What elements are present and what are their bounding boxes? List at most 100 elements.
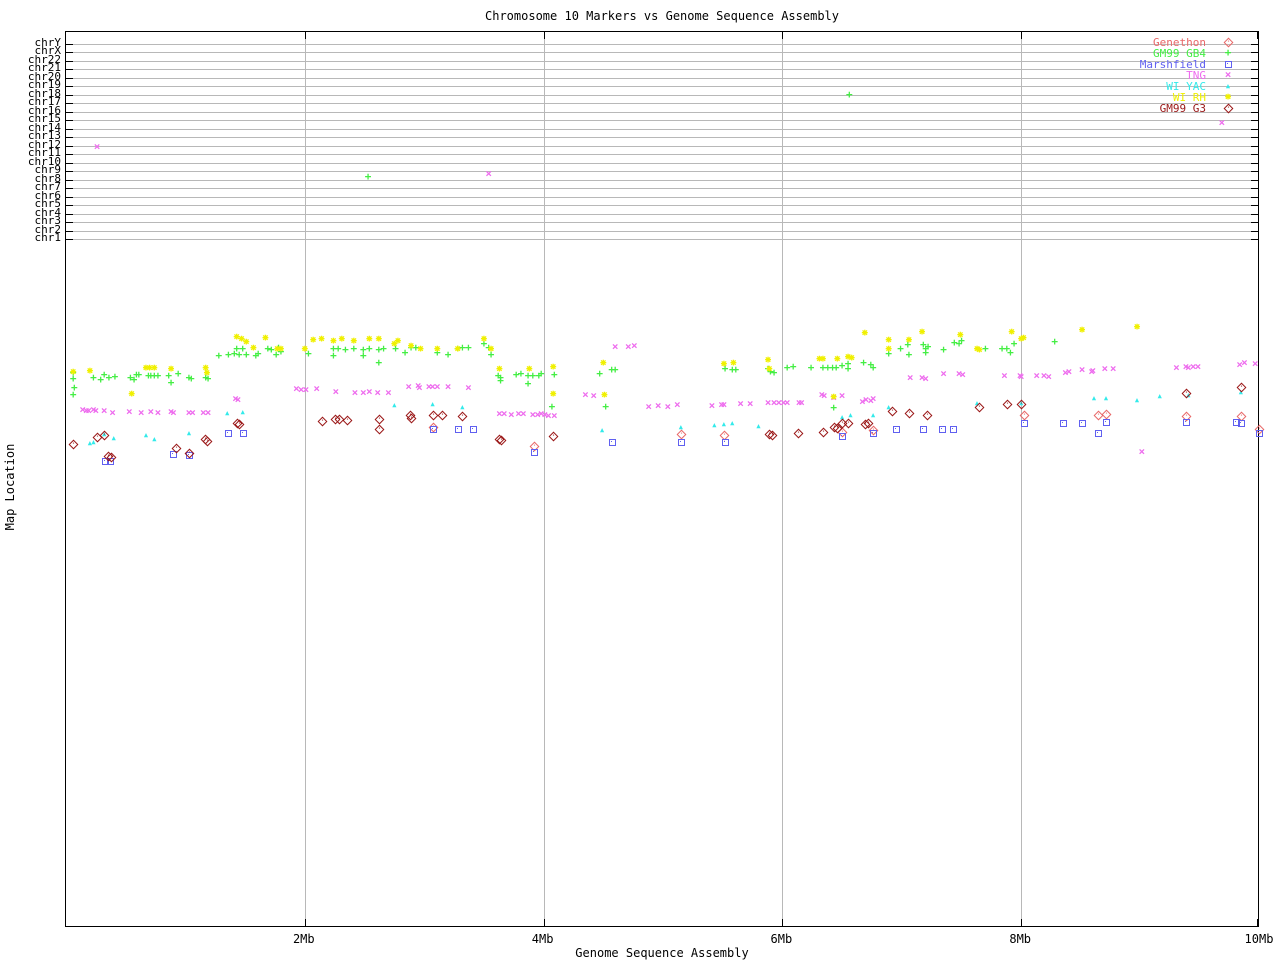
marker-marshfield	[920, 426, 928, 433]
marker-gm99-gb4	[806, 363, 816, 373]
marker-gm99-gb4	[923, 342, 933, 352]
marker-gm99-g3	[548, 431, 559, 442]
marker-marshfield	[531, 449, 539, 456]
marker-tng	[736, 399, 746, 409]
x-tick-bottom-8Mb	[1021, 919, 1022, 926]
chromosome-gridline-chr13	[66, 137, 1258, 138]
y-tick-left-chr2	[66, 230, 73, 232]
marker-marshfield	[1079, 420, 1087, 427]
marker-wi-rh	[763, 355, 773, 365]
marker-gm99-gb4	[980, 344, 990, 354]
marker-wi-rh	[68, 367, 78, 377]
marker-marshfield	[939, 426, 947, 433]
y-tick-label-chr22: chr22	[27, 52, 61, 66]
marker-wi-rh	[248, 343, 258, 353]
marker-gm99-g3	[1002, 399, 1013, 410]
marker-tng	[610, 342, 620, 352]
marker-wi-rh	[337, 334, 347, 344]
marker-tng	[921, 374, 931, 384]
marker-wi-yac	[972, 398, 982, 408]
marker-wi-rh	[974, 345, 984, 355]
marker-tng	[91, 406, 101, 416]
marker-tng	[1193, 362, 1203, 372]
marker-tng	[1016, 372, 1026, 382]
marker-wi-rh	[548, 362, 558, 372]
x-axis-label: Genome Sequence Assembly	[575, 946, 749, 960]
marker-wi-rh	[374, 334, 384, 344]
marker-wi-yac	[754, 421, 764, 431]
y-tick-left-chr16	[66, 111, 73, 113]
marker-tng	[905, 373, 915, 383]
marker-gm99-gb4	[363, 172, 373, 182]
marker-tng	[99, 406, 109, 416]
legend-item-tng: TNG	[1186, 69, 1206, 82]
marker-gm99-gb4	[1005, 348, 1015, 358]
marker-gm99-g3	[818, 427, 829, 438]
y-tick-left-chr17	[66, 103, 73, 104]
marker-gm99-g3	[437, 410, 448, 421]
marker-gm99-gb4	[349, 344, 359, 354]
marker-marshfield	[470, 426, 478, 433]
marker-gm99-g3	[374, 424, 385, 435]
marker-wi-yac	[109, 433, 119, 443]
marker-wi-rh	[829, 392, 839, 402]
chromosome-gridline-chr15	[66, 120, 1258, 121]
marker-gm99-gb4	[214, 351, 224, 361]
y-tick-left-chr15	[66, 120, 73, 121]
marker-genethon	[1101, 409, 1112, 420]
y-tick-right-chr22	[1251, 60, 1258, 62]
marker-wi-rh	[317, 334, 327, 344]
marker-tng	[499, 409, 509, 419]
chromosome-gridline-chr16	[66, 111, 1258, 113]
marker-marshfield	[1237, 420, 1245, 427]
marker-wi-yac	[868, 410, 878, 420]
marker-wi-rh	[548, 389, 558, 399]
y-tick-left-chr21	[66, 69, 73, 70]
marker-tng	[146, 407, 156, 417]
y-tick-label-chr8: chr8	[34, 171, 62, 185]
marker-wi-rh	[300, 344, 310, 354]
x-tick-top-8Mb	[1021, 32, 1022, 39]
marker-marshfield	[1020, 420, 1028, 427]
marker-tng	[580, 390, 590, 400]
chromosome-gridline-chr9	[66, 171, 1258, 172]
marker-tng	[414, 383, 424, 393]
marker-gm99-g3	[904, 408, 915, 419]
y-tick-right-chr21	[1251, 69, 1258, 70]
legend-item-genethon: Genethon	[1153, 36, 1206, 49]
marker-gm99-gb4	[173, 369, 183, 379]
marker-tng	[719, 400, 729, 410]
chromosome-gridline-chrX	[66, 52, 1258, 53]
marker-tng	[1077, 365, 1087, 375]
y-tick-right-chr5	[1251, 205, 1258, 206]
marker-wi-rh	[524, 364, 534, 374]
marker-marshfield	[1182, 419, 1190, 426]
marker-tng	[373, 388, 383, 398]
marker-gm99-gb4	[241, 350, 251, 360]
marker-gm99-gb4	[364, 344, 374, 354]
y-tick-right-chr12	[1251, 145, 1258, 147]
y-tick-label-chr10: chr10	[27, 154, 61, 168]
marker-gm99-gb4	[186, 374, 196, 384]
y-tick-label-chr19: chr19	[27, 78, 61, 91]
y-tick-right-chrX	[1251, 52, 1258, 53]
y-tick-right-chr9	[1251, 171, 1258, 172]
marker-tng	[868, 394, 878, 404]
marker-tng	[518, 409, 528, 419]
marker-marshfield	[677, 439, 685, 446]
marker-tng	[484, 169, 494, 179]
marker-wi-yac	[1155, 391, 1165, 401]
marker-gm99-gb4	[547, 402, 557, 412]
marker-gm99-gb4	[303, 349, 313, 359]
marker-wi-rh	[860, 328, 870, 338]
marker-gm99-gb4	[400, 348, 410, 358]
marker-wi-rh	[599, 390, 609, 400]
marker-wi-yac	[141, 430, 151, 440]
y-tick-right-chr17	[1251, 103, 1258, 104]
marker-wi-yac	[676, 422, 686, 432]
marker-gm99-gb4	[333, 344, 343, 354]
y-tick-left-chr18	[66, 94, 73, 96]
y-tick-right-chr20	[1251, 77, 1258, 79]
marker-tng	[629, 341, 639, 351]
y-tick-right-chr14	[1251, 128, 1258, 130]
